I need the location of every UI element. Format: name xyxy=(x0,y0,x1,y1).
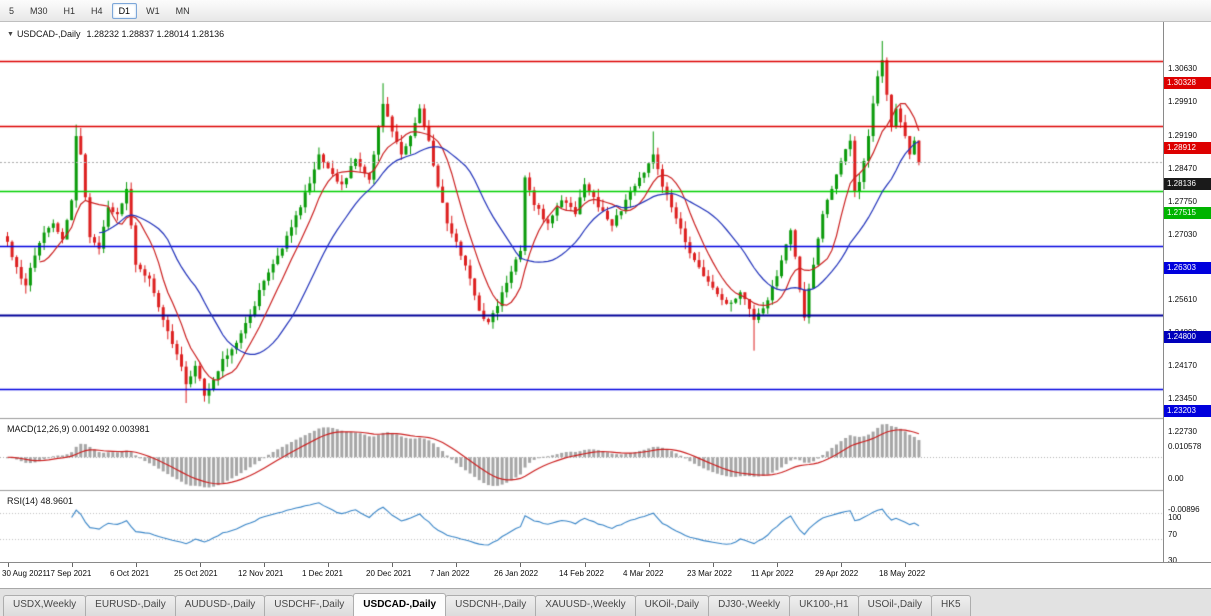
time-axis-tick xyxy=(713,563,714,567)
price-line-label: 1.28912 xyxy=(1164,142,1211,154)
chart-ohlc-values: 1.28232 1.28837 1.28014 1.28136 xyxy=(86,29,225,39)
time-axis-tick xyxy=(392,563,393,567)
chart-tab-uk100-h1[interactable]: UK100-,H1 xyxy=(789,595,859,616)
time-axis-label: 6 Oct 2021 xyxy=(110,569,150,578)
price-axis-label: 1.27030 xyxy=(1168,230,1197,239)
macd-axis-label: -0.00896 xyxy=(1168,505,1200,514)
price-axis-label: 1.29190 xyxy=(1168,131,1197,140)
price-line-label: 1.28136 xyxy=(1164,178,1211,190)
time-axis-tick xyxy=(200,563,201,567)
time-axis-label: 4 Mar 2022 xyxy=(623,569,664,578)
time-axis-label: 29 Apr 2022 xyxy=(815,569,859,578)
chart-tab-audusd-daily[interactable]: AUDUSD-,Daily xyxy=(174,595,266,616)
time-axis-label: 7 Jan 2022 xyxy=(430,569,470,578)
time-axis-tick xyxy=(8,563,9,567)
time-axis-tick xyxy=(136,563,137,567)
chart-symbol-label: USDCAD-,Daily xyxy=(16,29,81,39)
time-axis-tick xyxy=(520,563,521,567)
time-axis-label: 17 Sep 2021 xyxy=(46,569,92,578)
price-axis-label: 1.29910 xyxy=(1168,97,1197,106)
chart-tab-usoil-daily[interactable]: USOil-,Daily xyxy=(857,595,933,616)
chart-tab-xauusd-weekly[interactable]: XAUUSD-,Weekly xyxy=(535,595,636,616)
rsi-axis-label: 100 xyxy=(1168,513,1182,522)
timeframe-button-mn[interactable]: MN xyxy=(175,5,190,16)
chart-title: ▼ USDCAD-,Daily 1.28232 1.28837 1.28014 1.… xyxy=(7,29,224,39)
time-axis-tick xyxy=(905,563,906,567)
price-axis-label: 1.25610 xyxy=(1168,295,1197,304)
macd-axis-label: 0.010578 xyxy=(1168,442,1202,451)
time-axis-label: 23 Mar 2022 xyxy=(687,569,732,578)
price-axis-label: 1.23450 xyxy=(1168,394,1197,403)
timeframe-toolbar: 5 M30 H1 H4 D1 W1 MN xyxy=(0,0,1211,22)
chart-tab-usdchf-daily[interactable]: USDCHF-,Daily xyxy=(264,595,355,616)
chart-canvas[interactable] xyxy=(0,22,1163,562)
chart-tab-usdx-weekly[interactable]: USDX,Weekly xyxy=(3,595,87,616)
time-axis-label: 1 Dec 2021 xyxy=(302,569,343,578)
time-axis-tick xyxy=(72,563,73,567)
time-axis-tick xyxy=(585,563,586,567)
time-axis[interactable]: 30 Aug 2021 17 Sep 2021 6 Oct 2021 25 Oct 2… xyxy=(0,562,1211,588)
time-axis-tick xyxy=(649,563,650,567)
price-axis-label: 1.22730 xyxy=(1168,427,1197,436)
time-axis-label: 25 Oct 2021 xyxy=(174,569,218,578)
time-axis-label: 11 Apr 2022 xyxy=(751,569,794,578)
price-axis-label: 1.27750 xyxy=(1168,197,1197,206)
time-axis-label: 12 Nov 2021 xyxy=(238,569,284,578)
chart-tab-eurusd-daily[interactable]: EURUSD-,Daily xyxy=(85,595,176,616)
price-axis-label: 1.30630 xyxy=(1168,64,1197,73)
time-axis-label: 18 May 2022 xyxy=(879,569,926,578)
timeframe-button-h1[interactable]: H1 xyxy=(63,5,76,16)
price-line-label: 1.26303 xyxy=(1164,262,1211,274)
dropdown-triangle-icon: ▼ xyxy=(7,31,14,38)
time-axis-tick xyxy=(841,563,842,567)
price-line-label: 1.23203 xyxy=(1164,405,1211,417)
chart-tab-hk5[interactable]: HK5 xyxy=(931,595,971,616)
time-axis-label: 26 Jan 2022 xyxy=(494,569,539,578)
price-axis-label: 1.24170 xyxy=(1168,361,1197,370)
price-axis-label: 1.28470 xyxy=(1168,164,1197,173)
rsi-indicator-label: RSI(14) 48.9601 xyxy=(7,496,74,506)
timeframe-button-m30[interactable]: M30 xyxy=(30,5,48,16)
chart-tab-usdcnh-daily[interactable]: USDCNH-,Daily xyxy=(445,595,537,616)
time-axis-tick xyxy=(777,563,778,567)
time-axis-label: 20 Dec 2021 xyxy=(366,569,412,578)
rsi-axis-label: 70 xyxy=(1168,530,1177,539)
price-line-label: 1.27515 xyxy=(1164,207,1211,219)
chart-tab-usdcad-daily[interactable]: USDCAD-,Daily xyxy=(353,593,447,616)
chart-tab-ukoil-daily[interactable]: UKOil-,Daily xyxy=(634,595,710,616)
time-axis-tick xyxy=(264,563,265,567)
macd-axis-label: 0.00 xyxy=(1168,474,1184,483)
time-axis-label: 14 Feb 2022 xyxy=(559,569,604,578)
price-scale[interactable]: 1.30630 1.29910 1.29190 1.28470 1.27750 1.270… xyxy=(1163,22,1211,582)
timeframe-button-d1[interactable]: D1 xyxy=(111,2,138,19)
chart-tabs: USDX,Weekly EURUSD-,Daily AUDUSD-,Daily USD… xyxy=(0,588,1211,616)
time-axis-tick xyxy=(328,563,329,567)
time-axis-tick xyxy=(456,563,457,567)
macd-indicator-label: MACD(12,26,9) 0.001492 0.003981 xyxy=(7,424,150,434)
price-line-label: 1.30328 xyxy=(1164,77,1211,89)
timeframe-button-h4[interactable]: H4 xyxy=(91,5,103,16)
time-axis-label: 30 Aug 2021 xyxy=(2,569,47,578)
timeframe-button-5[interactable]: 5 xyxy=(9,5,15,16)
chart-tab-dj30-weekly[interactable]: DJ30-,Weekly xyxy=(708,595,791,616)
price-line-label: 1.24800 xyxy=(1164,331,1211,343)
timeframe-button-w1[interactable]: W1 xyxy=(146,5,160,16)
rsi-axis-label: 30 xyxy=(1168,556,1177,565)
